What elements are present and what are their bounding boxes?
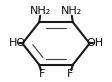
Text: F: F bbox=[39, 69, 45, 79]
Text: NH₂: NH₂ bbox=[60, 6, 82, 16]
Text: HO: HO bbox=[9, 38, 26, 48]
Text: OH: OH bbox=[86, 38, 103, 48]
Text: NH₂: NH₂ bbox=[30, 6, 52, 16]
Text: F: F bbox=[67, 69, 73, 79]
